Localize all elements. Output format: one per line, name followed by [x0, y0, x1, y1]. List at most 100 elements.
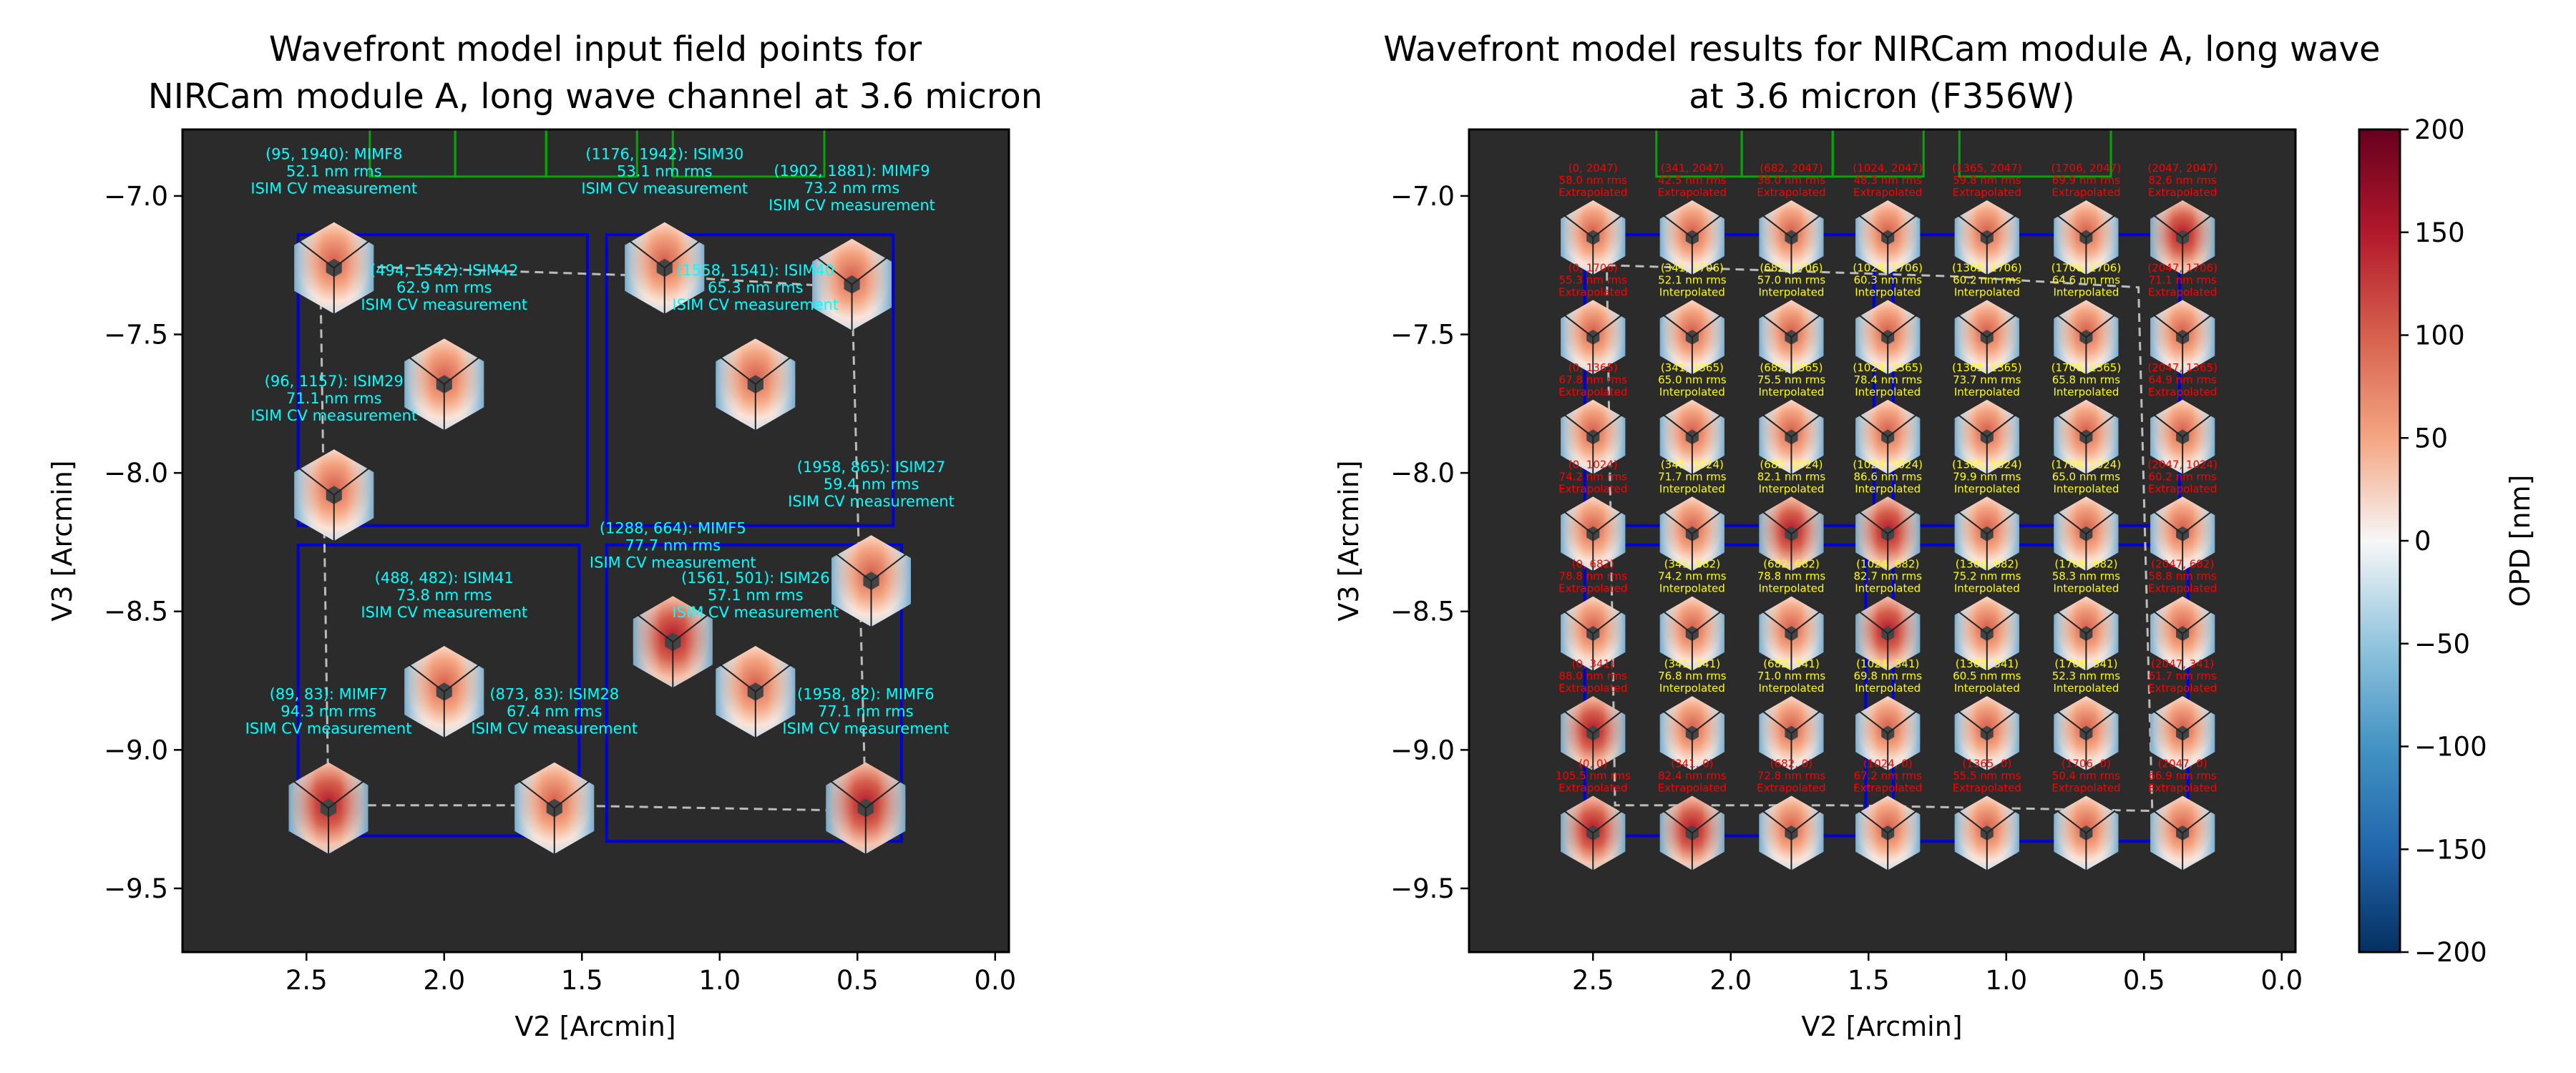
grid-point-wavefront — [2150, 200, 2215, 275]
strut — [1592, 610, 1623, 635]
strut — [1790, 511, 1821, 535]
measured-region-outline — [1605, 264, 2154, 813]
strut — [2182, 511, 2212, 535]
grid-point-label: (682, 1024) — [1760, 458, 1823, 471]
grid-point-label: 82.1 nm rms — [1757, 470, 1826, 483]
strut — [1592, 413, 1623, 438]
field-point-wavefront — [294, 449, 374, 542]
grid-point-label: 50.4 nm rms — [2052, 770, 2121, 783]
field-point-label: (1902, 1881): MIMF9 — [774, 162, 930, 180]
grid-point-label: 88.0 nm rms — [1559, 670, 1628, 682]
field-point-label: (96, 1157): ISIM29 — [265, 373, 404, 390]
colorbar-tick-label: 0 — [2414, 526, 2431, 557]
grid-point-label: (341, 0) — [1671, 758, 1713, 770]
strut — [1692, 810, 1722, 834]
field-point-wavefront — [514, 762, 595, 854]
grid-point-label: Extrapolated — [1558, 386, 1627, 398]
strut — [2152, 413, 2183, 438]
grid-point-label: Interpolated — [1954, 482, 2020, 495]
strut — [1762, 810, 1792, 834]
grid-point-label: Interpolated — [1855, 386, 1921, 398]
strut — [1887, 710, 1918, 734]
strut — [554, 780, 591, 809]
strut — [829, 780, 867, 809]
grid-point-label: (0, 341) — [1572, 657, 1614, 670]
grid-point-label: 78.8 nm rms — [1757, 570, 1826, 583]
field-point-label: 65.3 nm rms — [708, 279, 804, 296]
grid-point-label: 73.7 nm rms — [1953, 373, 2021, 386]
grid-point-label: 57.0 nm rms — [1757, 273, 1826, 286]
strut — [1692, 511, 1722, 535]
grid-point-label: 82.7 nm rms — [1854, 570, 1923, 583]
grid-point-label: 48.3 nm rms — [1854, 174, 1923, 187]
grid-point-label: 69.9 nm rms — [2052, 174, 2121, 187]
strut — [408, 356, 445, 386]
grid-point-wavefront — [1855, 399, 1921, 474]
strut — [1957, 215, 1988, 238]
strut — [2057, 710, 2087, 734]
strut — [1662, 413, 1693, 438]
grid-point-label: Interpolated — [1758, 482, 1824, 495]
grid-point-label: (1024, 1365) — [1853, 361, 1923, 374]
grid-point-label: (1365, 1706) — [1952, 261, 2022, 274]
strut — [1762, 710, 1792, 734]
field-point-wavefront — [625, 222, 705, 314]
grid-point-label: 66.9 nm rms — [2148, 770, 2217, 783]
grid-point-label: Extrapolated — [1757, 782, 1825, 795]
detector-aperture-outline — [1583, 543, 1868, 838]
grid-point-label: Extrapolated — [2051, 186, 2120, 199]
right-ylabel: V3 [Arcmin] — [1333, 460, 1365, 621]
field-point-label: ISIM CV measurement — [250, 407, 417, 424]
strut — [1790, 810, 1821, 834]
strut — [851, 256, 889, 285]
grid-point-label: 78.8 nm rms — [1559, 570, 1628, 583]
strut — [1592, 314, 1623, 338]
strut — [2152, 314, 2183, 338]
grid-point-label: 67.2 nm rms — [1854, 770, 1923, 783]
field-point-label: (494, 1542): ISIM42 — [370, 262, 519, 279]
xtick-label: 0.5 — [2123, 965, 2165, 996]
field-point-wavefront — [288, 762, 369, 854]
detector-aperture-outline — [1583, 233, 1875, 527]
grid-point-label: Extrapolated — [1558, 682, 1627, 695]
colorbar-label: OPD [nm] — [2504, 475, 2536, 607]
field-point-label: (95, 1940): MIMF8 — [265, 146, 403, 163]
strut — [816, 256, 853, 285]
grid-point-label: 55.5 nm rms — [1953, 770, 2021, 783]
grid-point-wavefront — [1954, 200, 2019, 275]
strut — [1986, 810, 2016, 834]
detector-aperture-outline — [296, 233, 589, 527]
grid-point-label: (682, 0) — [1770, 758, 1813, 770]
strut — [1563, 810, 1594, 834]
grid-point-label: 75.5 nm rms — [1757, 373, 1826, 386]
grid-point-wavefront — [1659, 200, 1724, 275]
grid-point-label: 58.8 nm rms — [2148, 570, 2217, 583]
grid-point-wavefront — [1659, 795, 1724, 871]
xtick-label: 2.0 — [1709, 965, 1752, 996]
grid-point-wavefront — [1561, 300, 1626, 375]
field-point-label: ISIM CV measurement — [581, 180, 748, 197]
strut — [2085, 413, 2116, 438]
grid-point-label: 86.6 nm rms — [1854, 470, 1923, 483]
strut — [2152, 610, 2183, 635]
grid-point-wavefront — [1759, 795, 1824, 871]
grid-point-wavefront — [2054, 795, 2119, 871]
field-point-label: ISIM CV measurement — [782, 720, 949, 738]
grid-point-label: Extrapolated — [2148, 186, 2217, 199]
strut — [333, 240, 371, 269]
right-title-line-1: Wavefront model results for NIRCam modul… — [1383, 29, 2380, 69]
grid-point-wavefront — [1561, 496, 1626, 572]
strut — [1957, 610, 1988, 635]
grid-point-label: Interpolated — [2053, 285, 2119, 298]
grid-point-label: (2047, 682) — [2151, 558, 2214, 571]
grid-point-wavefront — [1954, 696, 2019, 771]
grid-point-label: 38.0 nm rms — [1757, 174, 1826, 187]
grid-point-label: 74.2 nm rms — [1559, 470, 1628, 483]
strut — [1858, 710, 1888, 734]
detector-aperture-outline — [1891, 543, 2190, 843]
xtick-label: 0.0 — [974, 965, 1016, 996]
right-title-line-2: at 3.6 micron (F356W) — [1689, 77, 2074, 117]
strut — [2057, 511, 2087, 535]
grid-point-label: (2047, 1365) — [2147, 361, 2218, 374]
